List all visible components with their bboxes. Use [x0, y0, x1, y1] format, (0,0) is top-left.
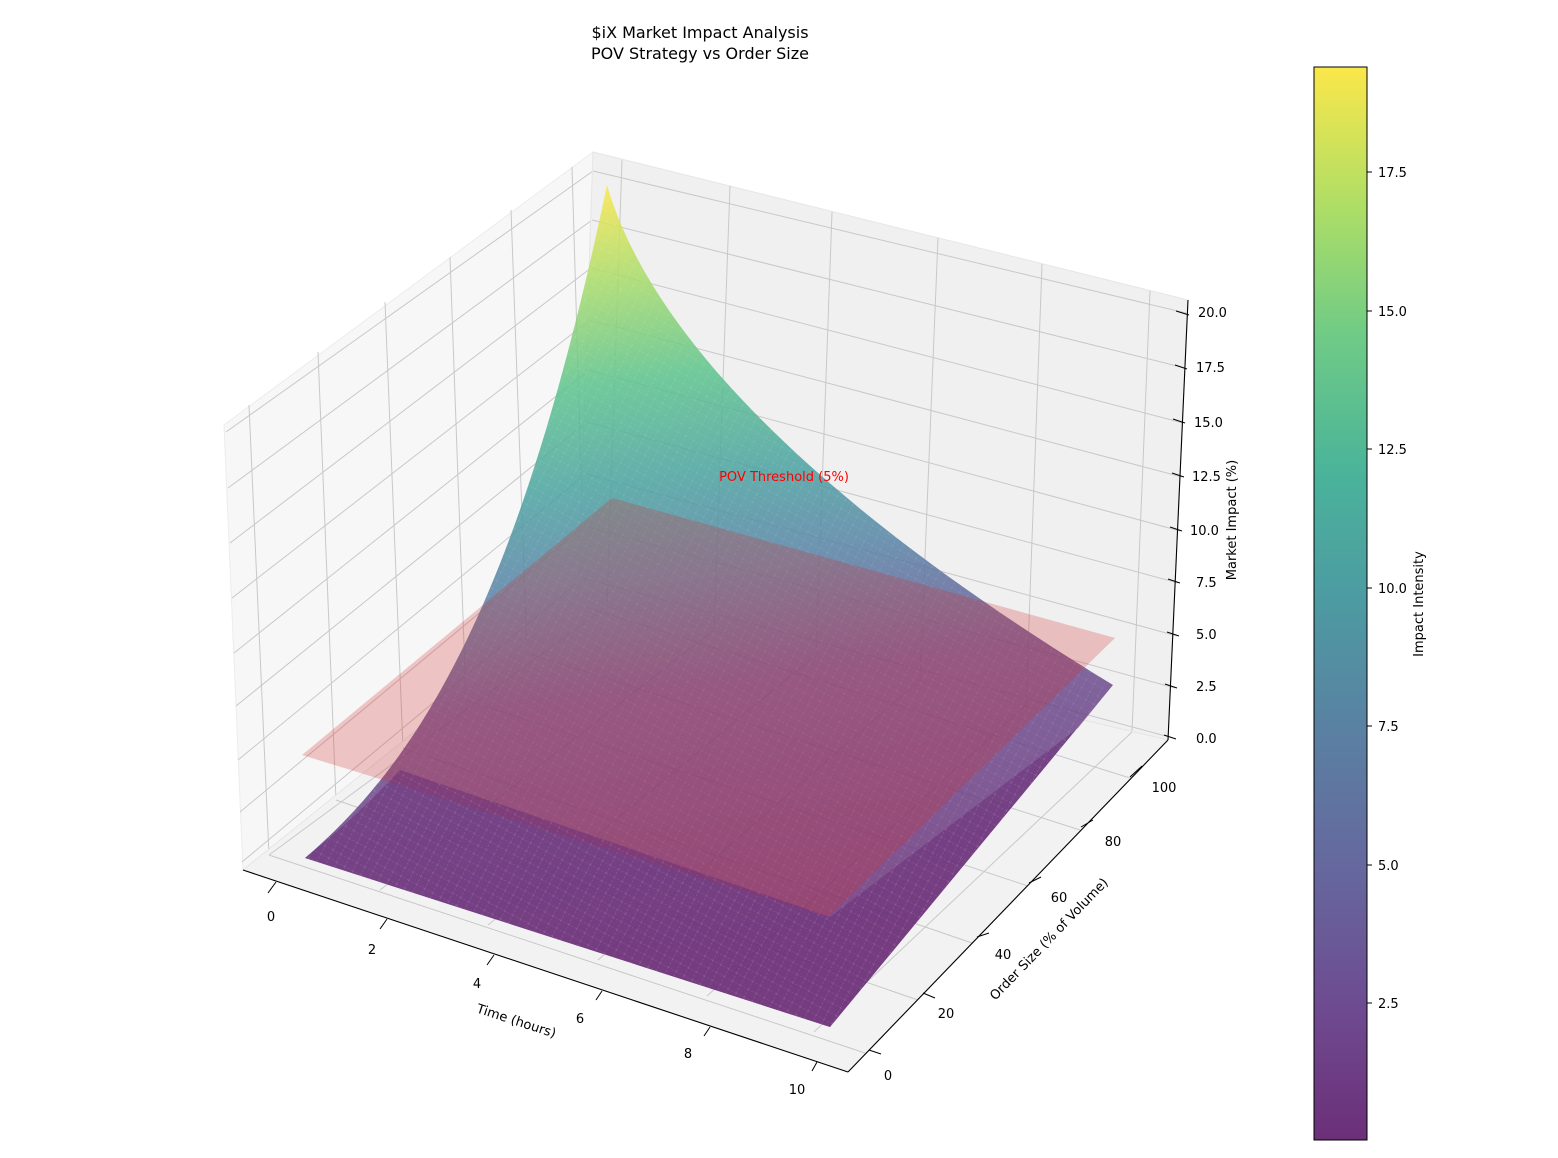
colorbar-tick-10: 10.0 — [1378, 582, 1407, 597]
z-axis-line — [1167, 299, 1189, 741]
colorbar-tick-5: 5.0 — [1378, 859, 1399, 874]
colorbar-tick-17-5: 17.5 — [1378, 166, 1407, 181]
y-tick-80: 80 — [1105, 835, 1122, 850]
z-tick-20: 20.0 — [1198, 306, 1227, 321]
y-tick-40: 40 — [995, 948, 1012, 963]
impact-surface-lower — [305, 685, 1113, 1027]
left-back-pane — [223, 150, 594, 872]
y-tick-60: 60 — [1051, 891, 1068, 906]
chart-title-line2: POV Strategy vs Order Size — [591, 44, 809, 63]
z-tick-0: 0.0 — [1196, 732, 1217, 747]
colorbar-label: Impact Intensity — [1412, 551, 1427, 657]
y-tick-0: 0 — [884, 1069, 892, 1084]
y-tick-20: 20 — [938, 1007, 955, 1022]
colorbar-gradient — [1313, 66, 1368, 1141]
x-tick-6: 6 — [576, 1012, 584, 1027]
chart-title-line1: $iX Market Impact Analysis — [591, 23, 809, 42]
z-tick-2-5: 2.5 — [1196, 680, 1217, 695]
x-tick-10: 10 — [789, 1083, 806, 1098]
colorbar-tick-15: 15.0 — [1378, 305, 1407, 320]
z-axis-label: Market Impact (%) — [1225, 460, 1240, 580]
y-axis-line — [847, 739, 1169, 1073]
z-tick-10: 10.0 — [1190, 524, 1219, 539]
z-tick-17-5: 17.5 — [1196, 361, 1225, 376]
z-tick-15: 15.0 — [1194, 416, 1223, 431]
pov-threshold-annotation: POV Threshold (5%) — [719, 470, 849, 485]
x-tick-0: 0 — [267, 910, 275, 925]
x-axis-line — [242, 869, 849, 1073]
y-tick-100: 100 — [1152, 781, 1177, 796]
chart-title: $iX Market Impact Analysis POV Strategy … — [0, 22, 1400, 64]
colorbar-tick-12-5: 12.5 — [1378, 443, 1407, 458]
colorbar-tick-7-5: 7.5 — [1378, 720, 1399, 735]
z-tick-5: 5.0 — [1196, 628, 1217, 643]
colorbar-tick-2-5: 2.5 — [1378, 997, 1399, 1012]
x-tick-4: 4 — [473, 977, 481, 992]
x-tick-2: 2 — [368, 943, 376, 958]
z-axis-ticks: 0.0 2.5 5.0 7.5 10.0 12.5 15.0 17.5 20.0… — [1163, 306, 1240, 747]
x-tick-8: 8 — [684, 1047, 692, 1062]
axis-lines — [242, 299, 1189, 1073]
colorbar: 2.5 5.0 7.5 10.0 12.5 15.0 17.5 Impact I… — [1313, 66, 1427, 1141]
z-tick-12-5: 12.5 — [1192, 470, 1221, 485]
z-tick-7-5: 7.5 — [1196, 576, 1217, 591]
x-axis-label: Time (hours) — [474, 1001, 558, 1041]
